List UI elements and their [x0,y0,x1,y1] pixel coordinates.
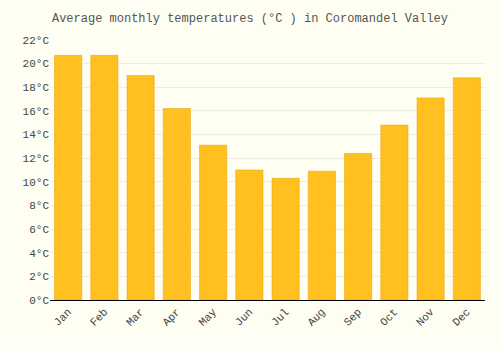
svg-text:Dec: Dec [450,306,472,328]
svg-text:6°C: 6°C [29,224,49,236]
svg-text:Jul: Jul [269,306,291,328]
svg-text:18°C: 18°C [23,82,50,94]
svg-text:Jun: Jun [233,306,255,328]
svg-text:10°C: 10°C [23,177,50,189]
svg-text:20°C: 20°C [23,58,50,70]
svg-text:Oct: Oct [378,306,400,328]
svg-text:Sep: Sep [342,306,364,328]
svg-text:14°C: 14°C [23,129,50,141]
svg-text:12°C: 12°C [23,153,50,165]
svg-text:0°C: 0°C [29,295,49,307]
svg-text:2°C: 2°C [29,271,49,283]
svg-text:16°C: 16°C [23,106,50,118]
svg-text:8°C: 8°C [29,200,49,212]
svg-text:Jan: Jan [52,306,74,328]
svg-text:Average monthly temperatures (: Average monthly temperatures (°C ) in Co… [52,12,448,26]
svg-text:Mar: Mar [124,306,146,328]
svg-text:Aug: Aug [305,306,327,328]
svg-text:4°C: 4°C [29,248,49,260]
svg-text:Feb: Feb [88,306,110,328]
svg-text:May: May [197,306,220,329]
svg-text:Apr: Apr [160,306,182,328]
svg-text:Nov: Nov [414,306,437,329]
svg-text:22°C: 22°C [23,35,50,47]
